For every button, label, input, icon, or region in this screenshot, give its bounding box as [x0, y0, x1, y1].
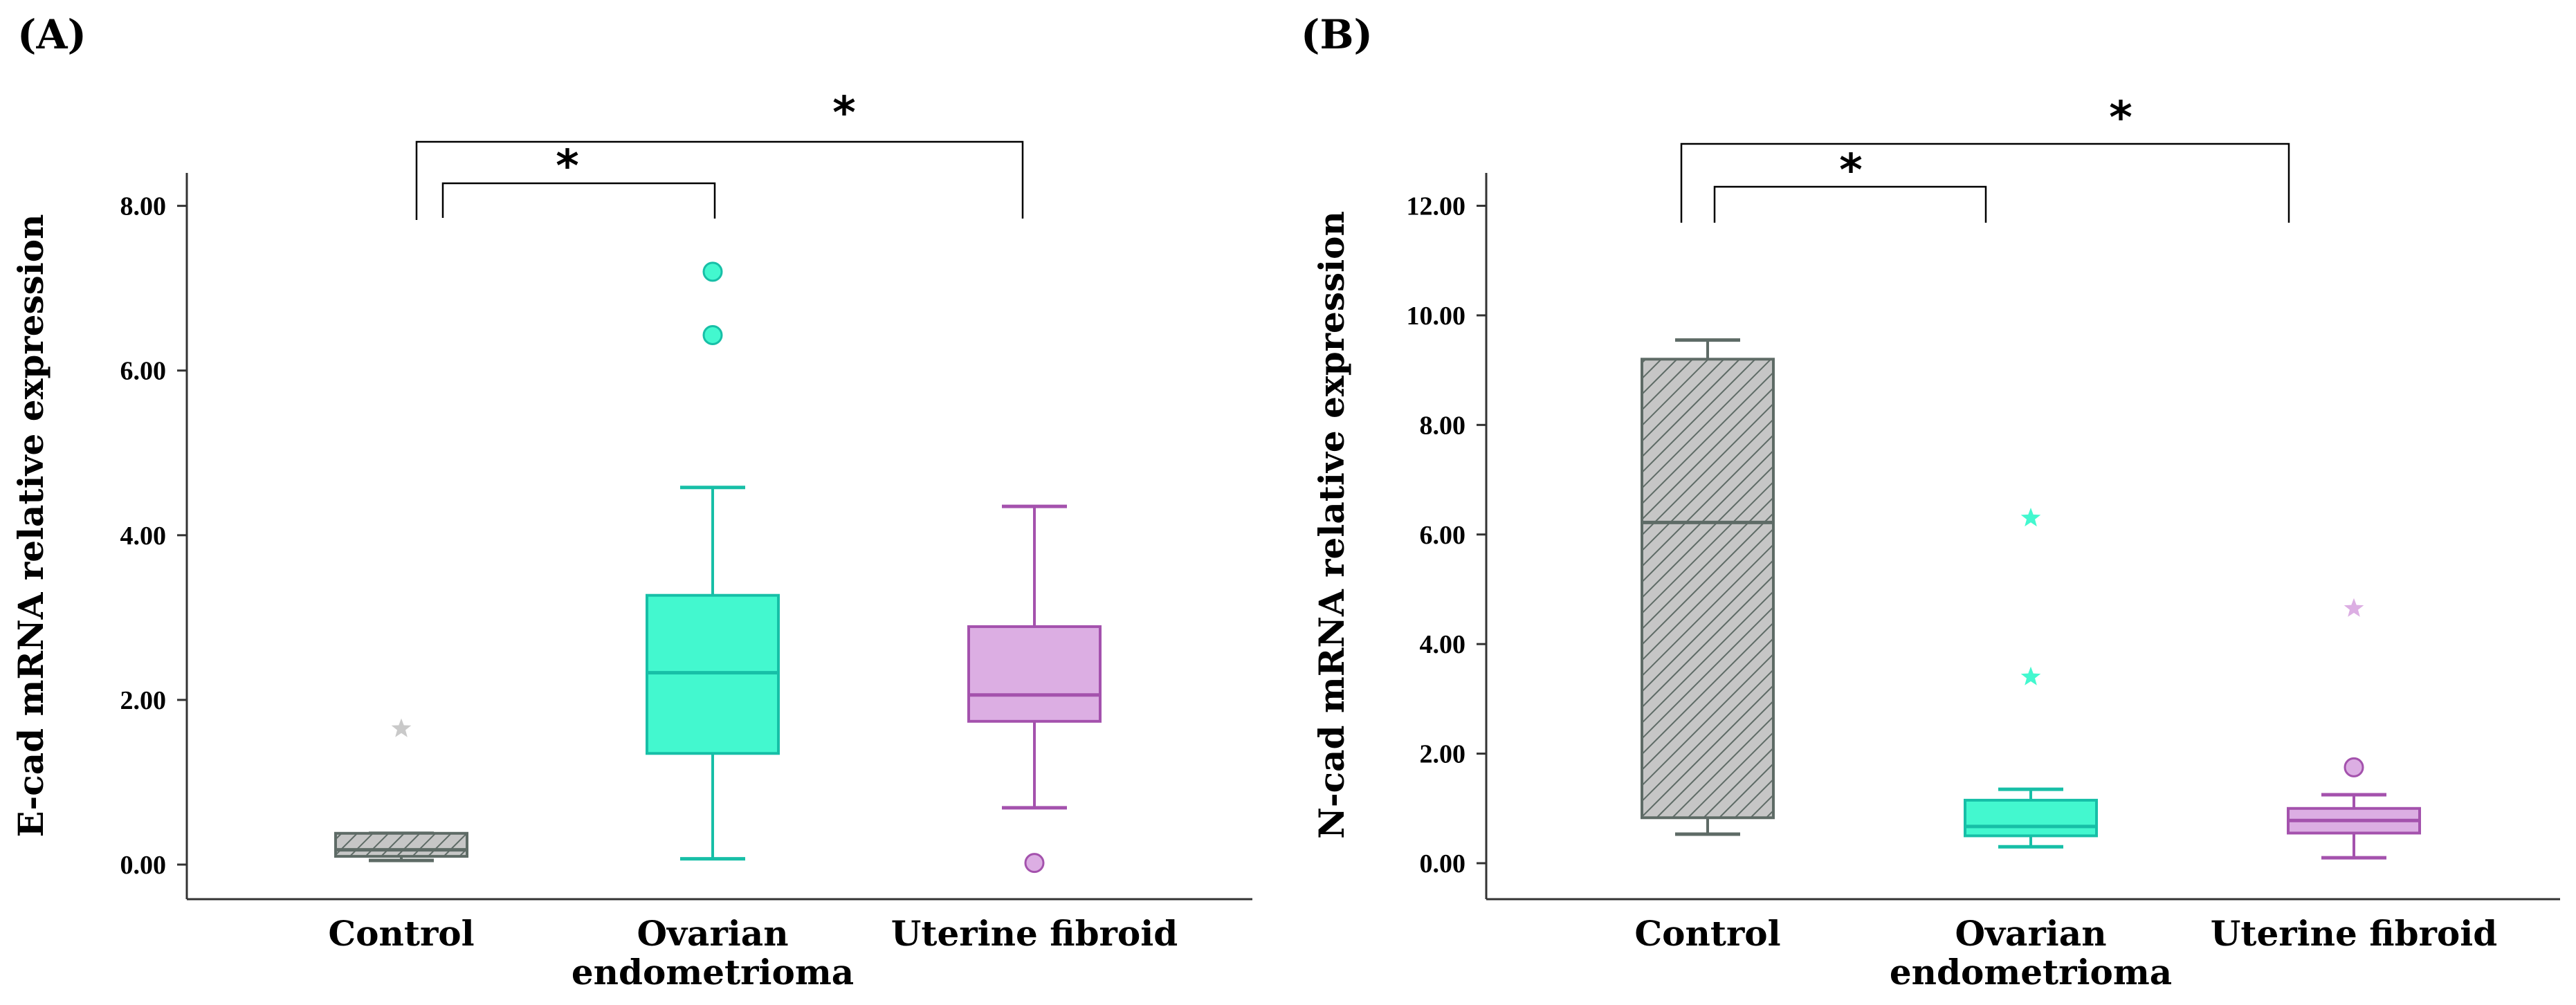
bracket-line — [415, 140, 1024, 220]
box-body — [1964, 798, 2098, 838]
significance-star: * — [1839, 145, 1862, 196]
significance-bracket: * — [1680, 93, 2290, 223]
box-body — [1641, 358, 1775, 820]
significance-star: * — [832, 88, 855, 139]
x-category-label: endometrioma — [572, 952, 854, 993]
outlier-star — [2020, 508, 2041, 527]
box-3 — [967, 504, 1102, 874]
box-body — [334, 831, 468, 858]
x-category-label: endometrioma — [1890, 952, 2172, 993]
y-axis-label: N-cad mRNA relative expression — [1311, 211, 1352, 839]
y-tick-label: 2.00 — [120, 686, 167, 715]
x-category-label: Ovarian — [1955, 913, 2106, 954]
y-tick-label: 6.00 — [120, 357, 167, 386]
x-category-label: Uterine fibroid — [891, 913, 1178, 954]
y-tick-label: 8.00 — [120, 192, 167, 221]
box-3 — [2287, 598, 2421, 860]
outlier-star — [2344, 598, 2364, 617]
outlier-circle — [2344, 757, 2364, 777]
box-body — [967, 625, 1102, 723]
y-tick-label: 2.00 — [1420, 740, 1466, 769]
y-axis-label: E-cad mRNA relative expression — [10, 214, 51, 837]
outlier-circle — [702, 261, 723, 282]
outlier-circle — [702, 325, 723, 346]
box-2 — [646, 261, 780, 861]
y-tick-label: 6.00 — [1420, 521, 1466, 550]
panel-label: (B) — [1301, 11, 1373, 58]
bracket-line — [1680, 142, 2290, 223]
y-tick-label: 0.00 — [120, 851, 167, 880]
y-tick-label: 10.00 — [1407, 302, 1466, 331]
significance-star: * — [2109, 93, 2132, 144]
y-tick-label: 4.00 — [1420, 630, 1466, 659]
significance-bracket: * — [415, 88, 1024, 220]
y-tick-label: 8.00 — [1420, 411, 1466, 440]
x-category-label: Uterine fibroid — [2211, 913, 2497, 954]
significance-star: * — [556, 141, 578, 192]
box-1 — [334, 718, 468, 863]
x-category-label: Control — [1634, 913, 1780, 954]
y-tick-label: 0.00 — [1420, 849, 1466, 878]
panel-b: (B) 0.00 2.00 4.00 6.00 8.00 10.00 12.00 N-cad m… — [1301, 11, 2560, 993]
box-2 — [1964, 508, 2098, 849]
significance-bracket: * — [1713, 145, 1987, 223]
bracket-line — [1713, 185, 1987, 223]
x-category-label: Control — [328, 913, 474, 954]
panel-a: (A) 0.00 2.00 4.00 6.00 8.00 E-cad mRNA relati… — [10, 11, 1252, 993]
outlier-circle — [1024, 853, 1045, 874]
y-tick-label: 12.00 — [1407, 192, 1466, 221]
outlier-star — [391, 718, 412, 737]
y-tick-label: 4.00 — [120, 522, 167, 551]
outlier-star — [2020, 666, 2041, 685]
significance-bracket: * — [441, 141, 716, 219]
x-category-label: Ovarian — [637, 913, 788, 954]
panel-label: (A) — [17, 11, 86, 58]
bracket-line — [441, 182, 716, 219]
box-1 — [1641, 338, 1775, 836]
